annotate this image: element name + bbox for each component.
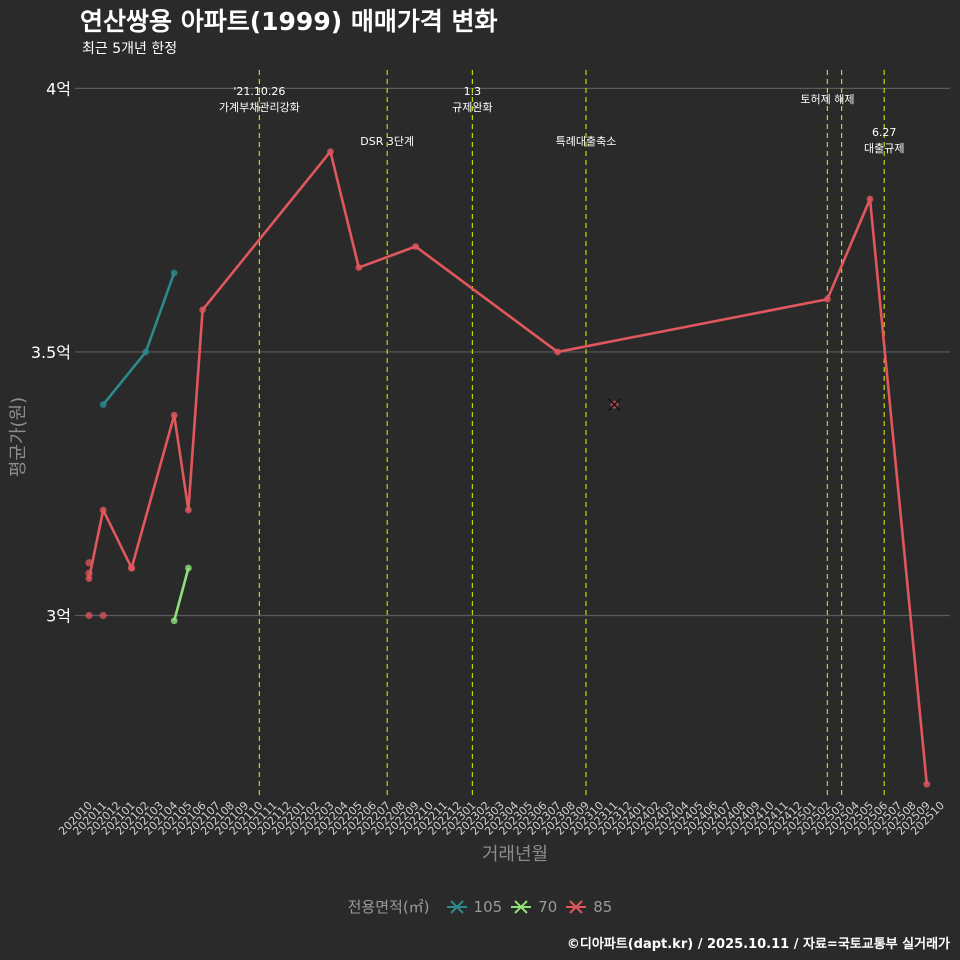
legend-item-105: 105 xyxy=(446,897,503,917)
data-point-85 xyxy=(185,506,192,514)
y-axis-title: 평균가(원) xyxy=(8,397,29,477)
legend-label-105: 105 xyxy=(473,897,503,916)
data-point-85 xyxy=(85,575,93,582)
data-point-85 xyxy=(824,295,831,303)
legend-key-105-icon xyxy=(446,899,467,914)
data-point-85 xyxy=(412,243,419,250)
scatter-point-85 xyxy=(85,611,93,620)
scatter-point-85 xyxy=(85,559,93,567)
legend-key-70-icon xyxy=(511,899,532,914)
scatter-point-85 xyxy=(99,611,107,620)
event-annotation: 대출규제 xyxy=(864,142,904,155)
event-annotation: 6.27 xyxy=(872,126,897,139)
legend-label-70: 70 xyxy=(538,897,558,916)
data-point-85 xyxy=(866,195,874,203)
event-annotation: 규제완화 xyxy=(452,101,492,114)
scatter-point-85 xyxy=(85,569,93,577)
event-annotation: '21.10.26 xyxy=(233,85,285,98)
data-point-70 xyxy=(185,564,192,572)
data-point-105 xyxy=(170,269,178,277)
data-point-85 xyxy=(99,506,107,514)
y-tick-label: 4억 xyxy=(46,79,71,98)
chart-title: 연산쌍용 아파트(1999) 매매가격 변화 xyxy=(80,7,498,36)
series-line-85 xyxy=(87,150,929,785)
data-point-85 xyxy=(355,264,363,271)
legend-key-85-icon xyxy=(566,899,587,914)
event-annotation: 가계부채관리강화 xyxy=(219,101,300,114)
x-axis-title: 거래년월 xyxy=(482,844,548,865)
legend: 전용면적(㎡) 105 70 85 xyxy=(0,896,960,917)
legend-item-70: 70 xyxy=(510,897,557,917)
event-annotation: 토허제 해제 xyxy=(800,92,854,106)
legend-title: 전용면적(㎡) xyxy=(347,898,430,916)
event-annotation: 특례대출축소 xyxy=(556,135,617,148)
data-point-105 xyxy=(99,401,107,409)
y-tick-label: 3.5억 xyxy=(31,343,71,362)
legend-label-85: 85 xyxy=(593,897,613,916)
event-annotation: 1.3 xyxy=(464,85,482,98)
data-point-70 xyxy=(170,617,178,625)
chart-subtitle: 최근 5개년 한정 xyxy=(82,41,178,57)
data-point-85 xyxy=(327,148,334,156)
data-point-85 xyxy=(199,306,207,314)
data-point-85 xyxy=(554,348,561,356)
source-caption: ©디아파트(dapt.kr) / 2025.10.11 / 자료=국토교통부 실… xyxy=(566,937,950,952)
legend-item-85: 85 xyxy=(565,897,612,917)
cross-marker-stroke xyxy=(607,398,621,412)
y-tick-label: 3억 xyxy=(46,607,71,626)
series-line-105 xyxy=(102,272,176,406)
event-annotation: DSR 3단계 xyxy=(360,135,414,148)
data-point-105 xyxy=(142,348,150,356)
data-point-85 xyxy=(170,411,178,419)
scatter-point-85 xyxy=(128,564,136,572)
data-point-85 xyxy=(923,780,931,788)
series-line-70 xyxy=(172,567,190,622)
